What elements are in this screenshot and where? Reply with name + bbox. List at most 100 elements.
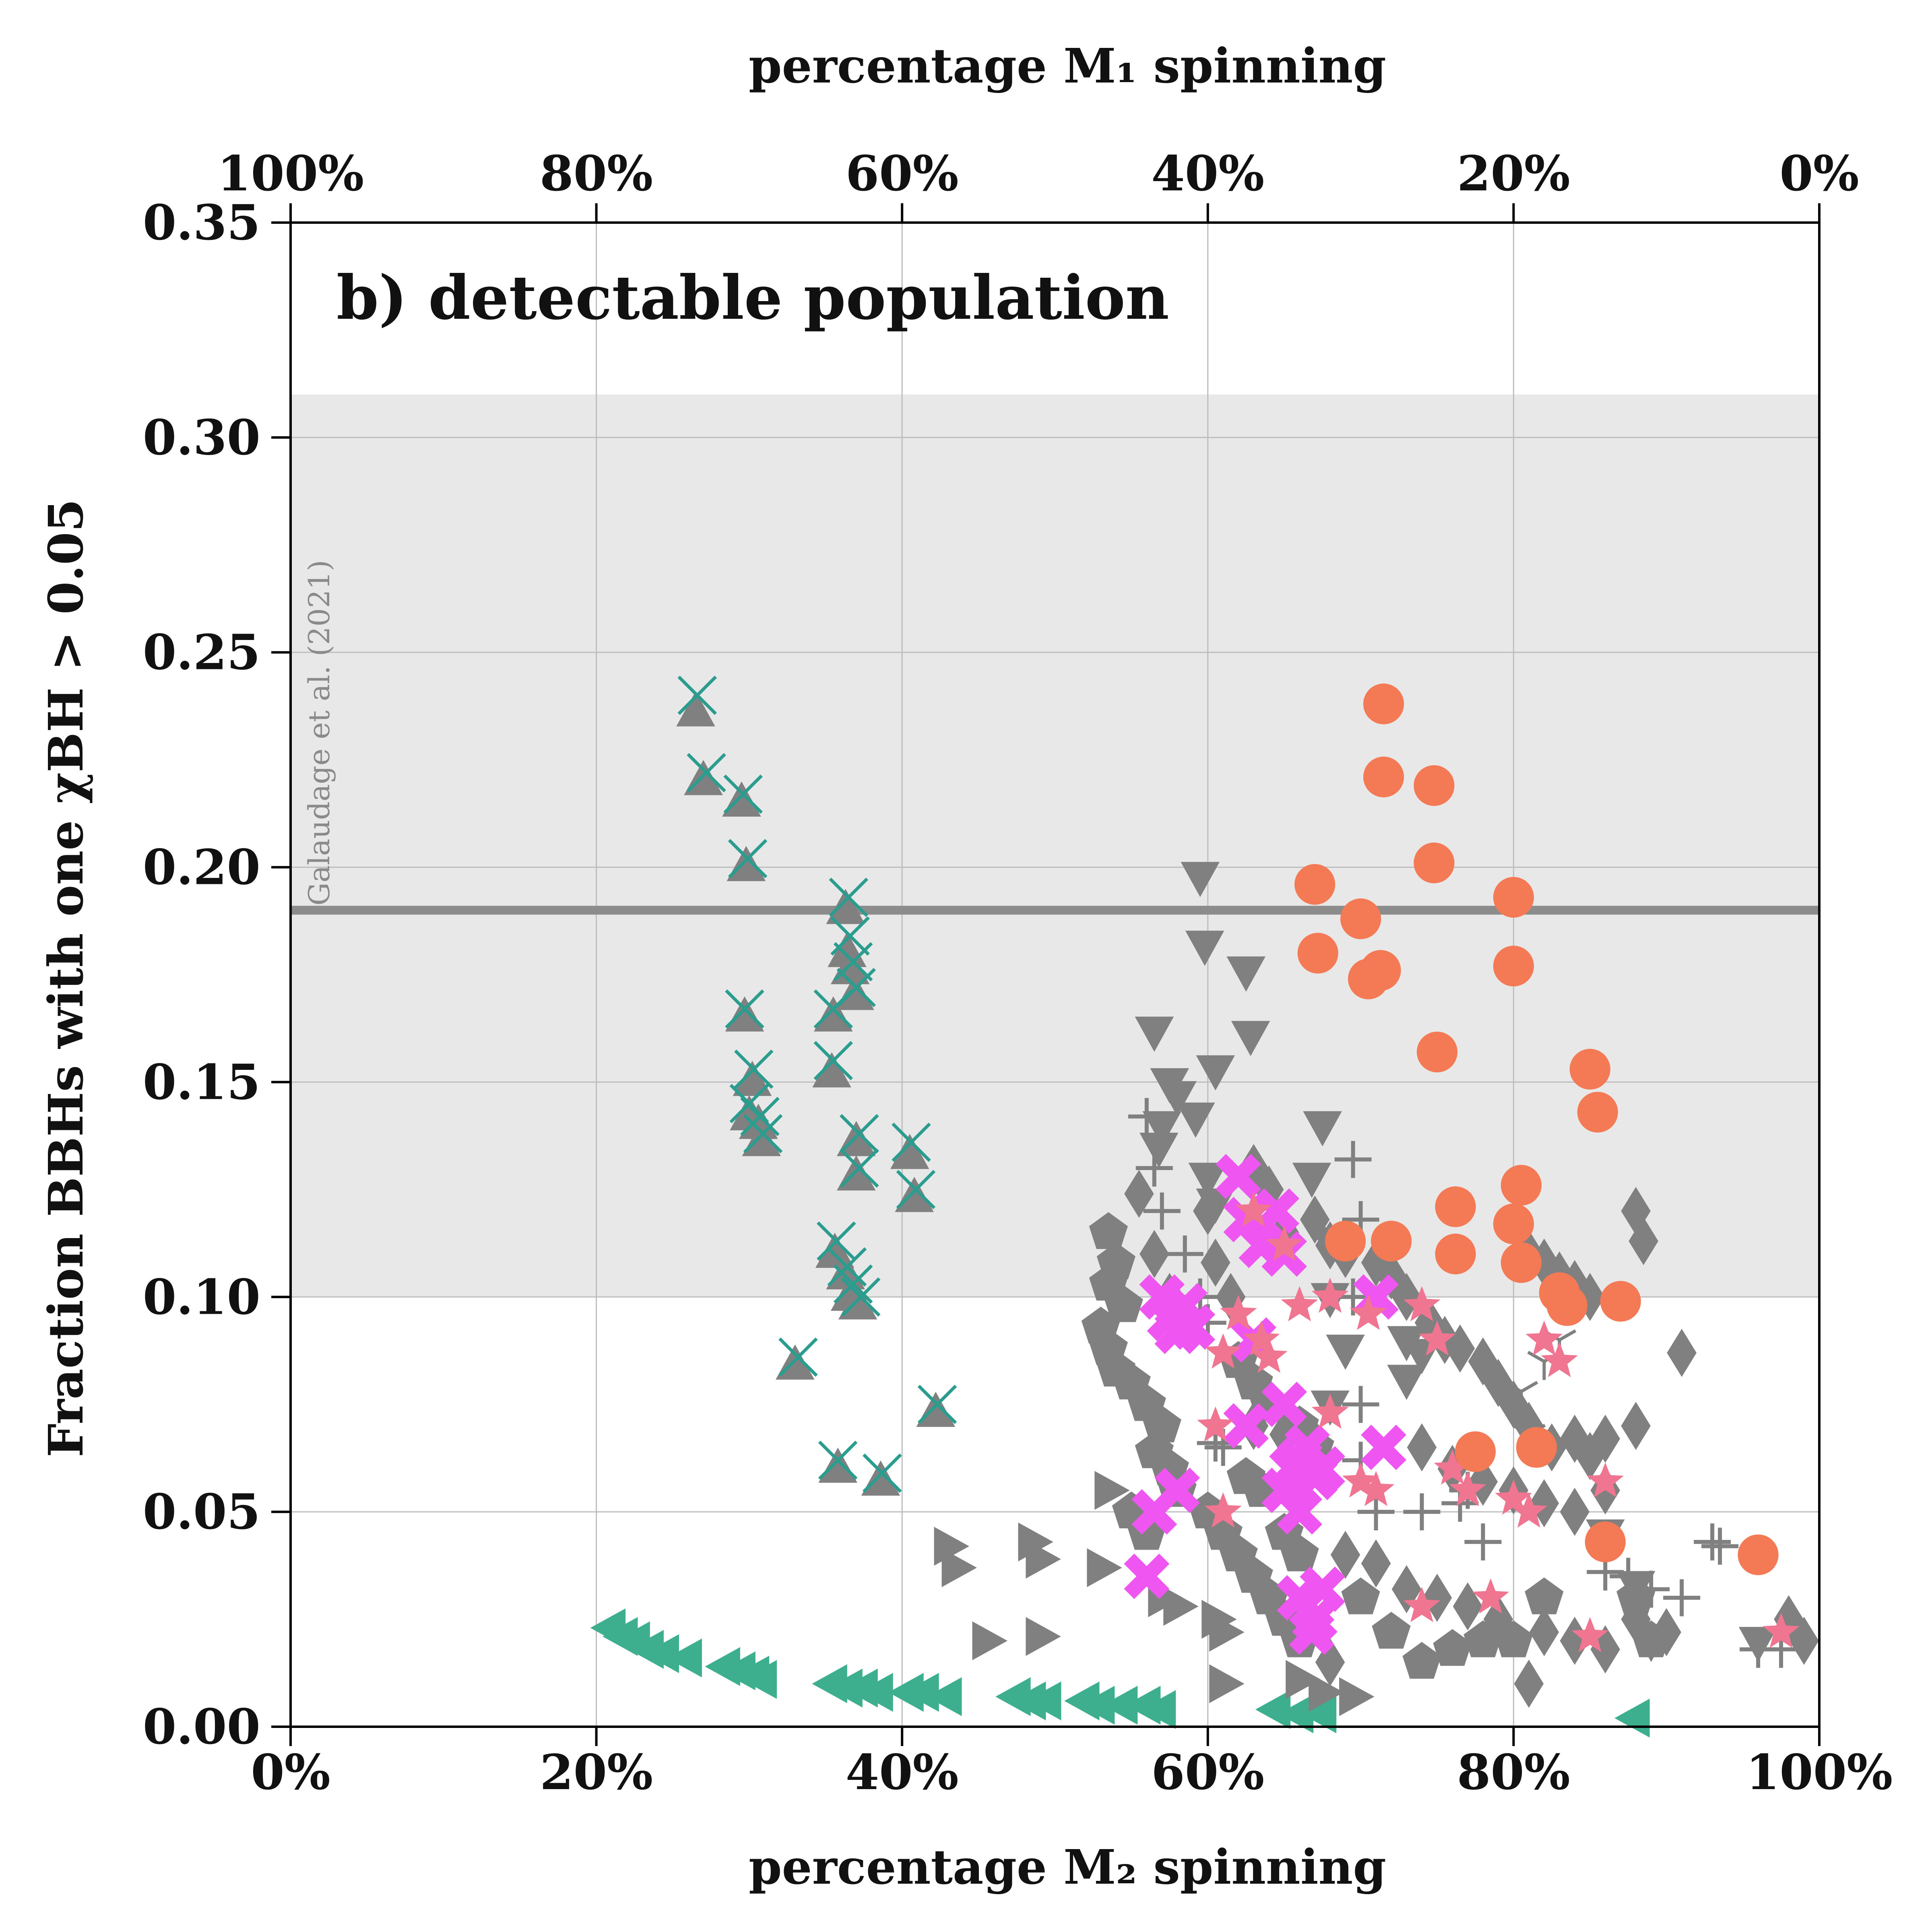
- triangle-left-marker: [1255, 1690, 1291, 1729]
- diamond-marker: [1514, 1660, 1544, 1708]
- circle-marker: [1414, 842, 1455, 883]
- triangle-up-marker: [733, 1061, 772, 1096]
- diamond-marker: [1575, 1273, 1605, 1321]
- y-tick-label: 0.35: [143, 194, 260, 251]
- X-marker: [1361, 1424, 1406, 1470]
- reference-band-layer: [291, 394, 1819, 1297]
- chart-title: b) detectable population: [336, 262, 1169, 333]
- triangle-up-marker: [890, 1134, 929, 1169]
- triangle-left-marker: [927, 1677, 962, 1716]
- star-marker: [1403, 1587, 1441, 1622]
- x-marker: [840, 1114, 879, 1154]
- triangle-up-marker: [727, 846, 766, 881]
- triangle-left-marker: [1102, 1686, 1138, 1725]
- diamond-marker: [1590, 1466, 1620, 1515]
- triangle-up-marker: [818, 1447, 857, 1483]
- diamond-marker: [1529, 1479, 1559, 1527]
- diamond-marker: [1201, 1238, 1230, 1287]
- X-marker: [1154, 1468, 1200, 1513]
- star-marker: [1250, 1338, 1288, 1373]
- plus-marker: [1143, 1192, 1181, 1230]
- triangle-down-marker: [1185, 931, 1224, 966]
- triangle-left-marker: [741, 1660, 777, 1699]
- triangle-right-marker: [972, 1621, 1007, 1660]
- x-marker: [725, 989, 764, 1029]
- x-marker: [687, 753, 726, 793]
- plus-marker: [1464, 1523, 1502, 1560]
- plus-marker: [1128, 1098, 1165, 1135]
- star-marker: [1281, 1286, 1318, 1321]
- diamond-marker: [1529, 1608, 1559, 1656]
- x-marker: [740, 1097, 780, 1136]
- star-marker: [1541, 1342, 1578, 1377]
- pentagon-marker: [1433, 1629, 1472, 1666]
- diamond-marker: [1315, 1638, 1345, 1686]
- triangle-down-marker: [1326, 1334, 1365, 1370]
- x-marker: [833, 1264, 873, 1304]
- triangle-right-marker: [1026, 1617, 1061, 1656]
- x-marker: [863, 1453, 902, 1493]
- X-marker: [1289, 1609, 1335, 1655]
- x-marker: [723, 774, 763, 814]
- triangle-down-marker: [1188, 1162, 1228, 1198]
- star-marker: [1571, 1617, 1609, 1652]
- diamond-marker: [1376, 1251, 1406, 1300]
- series-x: [677, 675, 957, 1493]
- triangle-left-marker: [1278, 1694, 1314, 1734]
- y-tick-label: 0.15: [143, 1054, 260, 1110]
- triangle-down-marker: [1139, 1133, 1179, 1168]
- star-marker: [1510, 1492, 1548, 1528]
- x-marker: [677, 675, 717, 715]
- plus-marker: [1166, 1235, 1203, 1273]
- x-tick-label: 60%: [1151, 1744, 1264, 1801]
- circle-marker: [1435, 1186, 1476, 1227]
- triangle-right-marker: [1026, 1540, 1061, 1579]
- triangle-up-marker: [814, 996, 853, 1032]
- star-marker: [1587, 1462, 1624, 1498]
- triangle-up-marker: [861, 1460, 900, 1496]
- star-marker: [1342, 1462, 1379, 1498]
- diamond-marker: [1621, 1187, 1651, 1235]
- y-tick-label: 0.05: [143, 1484, 260, 1540]
- star-marker: [1311, 1278, 1349, 1313]
- series-star: [1197, 1191, 1800, 1652]
- X-marker: [1216, 1154, 1261, 1199]
- circle-marker: [1360, 950, 1401, 991]
- star-marker: [1197, 1406, 1234, 1442]
- diamond-marker: [1590, 1625, 1620, 1674]
- triangle-up-marker: [826, 889, 865, 924]
- diamond-marker: [1789, 1616, 1819, 1665]
- x-marker: [841, 1277, 881, 1317]
- pentagon-marker: [1463, 1620, 1503, 1657]
- x-tick-label: 80%: [1457, 1744, 1570, 1801]
- x-axis-top-title: percentage M₁ spinning: [749, 38, 1386, 94]
- X-marker: [1277, 1489, 1323, 1535]
- circle-marker: [1738, 1534, 1779, 1575]
- plus-marker: [1135, 1149, 1173, 1187]
- diamond-marker: [1468, 1337, 1498, 1386]
- triangle-left-marker: [1614, 1699, 1650, 1738]
- circle-marker: [1297, 933, 1338, 974]
- diamond-marker: [1629, 1217, 1658, 1265]
- plus-marker: [1701, 1527, 1739, 1565]
- X-marker: [1300, 1566, 1346, 1612]
- diamond-marker: [1621, 1402, 1651, 1450]
- x-marker: [840, 1148, 879, 1188]
- circle-marker: [1493, 1203, 1534, 1245]
- x-top-tick-label: 0%: [1779, 145, 1859, 202]
- circle-marker: [1501, 1165, 1542, 1206]
- star-marker: [1472, 1578, 1509, 1614]
- triangle-down-marker: [1196, 1055, 1235, 1091]
- diamond-marker: [1560, 1488, 1590, 1536]
- series-triangle-right: [934, 1471, 1375, 1716]
- x-marker: [728, 839, 768, 879]
- x-marker: [917, 1385, 957, 1424]
- X-marker: [1223, 1403, 1269, 1449]
- X-marker: [1261, 1381, 1307, 1427]
- circle-marker: [1416, 1032, 1458, 1073]
- x-marker: [818, 1441, 858, 1480]
- circle-marker: [1294, 864, 1335, 905]
- diamond-marker: [1590, 1414, 1620, 1463]
- triangle-left-marker: [644, 1634, 679, 1673]
- x-tick-label: 40%: [846, 1744, 959, 1801]
